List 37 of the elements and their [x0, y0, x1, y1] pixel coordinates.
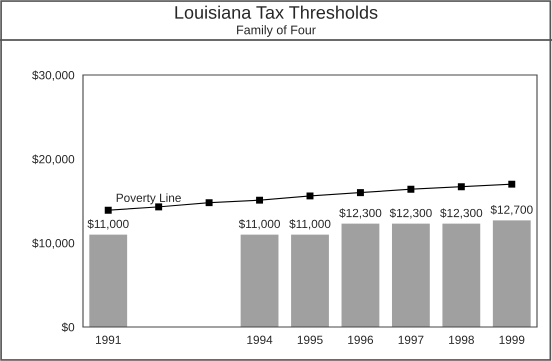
- data-label: $11,000: [87, 219, 129, 230]
- point: [206, 199, 213, 206]
- data-label: $12,300: [390, 208, 432, 219]
- data-label: $12,700: [490, 204, 533, 216]
- x-tick-label: 1995: [298, 336, 323, 344]
- point: [155, 203, 162, 210]
- y-tick-label: $20,000: [32, 154, 74, 165]
- data-label: $12,300: [339, 208, 382, 219]
- y-tick-label: $30,000: [32, 70, 74, 81]
- bar: [291, 234, 329, 327]
- chart-title: Louisiana Tax Thresholds: [175, 6, 378, 19]
- bar: [342, 224, 380, 327]
- x-tick-label: 1996: [348, 336, 374, 344]
- chart-subtitle: Family of Four: [237, 25, 316, 37]
- x-tick-label: 1997: [398, 336, 424, 344]
- x-tick-label: 1991: [96, 336, 121, 344]
- x-tick-label: 1999: [500, 336, 524, 344]
- point: [256, 196, 264, 204]
- bar: [392, 224, 430, 327]
- data-label: $12,300: [440, 208, 482, 219]
- point: [508, 180, 516, 188]
- x-tick-label: 1998: [449, 336, 474, 344]
- bar: [442, 224, 480, 327]
- bar: [240, 234, 278, 327]
- bar: [492, 220, 531, 327]
- data-label: $11,000: [289, 219, 330, 230]
- y-tick-label: $10,000: [32, 238, 74, 249]
- bar: [89, 234, 128, 327]
- data-label: $11,000: [238, 219, 280, 230]
- point: [458, 183, 465, 190]
- x-tick-label: 1994: [247, 336, 272, 344]
- point: [104, 206, 112, 214]
- point: [306, 192, 314, 200]
- series-label: Poverty Line: [116, 193, 181, 204]
- point: [407, 186, 414, 193]
- y-tick-label: $0: [62, 322, 74, 332]
- point: [356, 189, 364, 196]
